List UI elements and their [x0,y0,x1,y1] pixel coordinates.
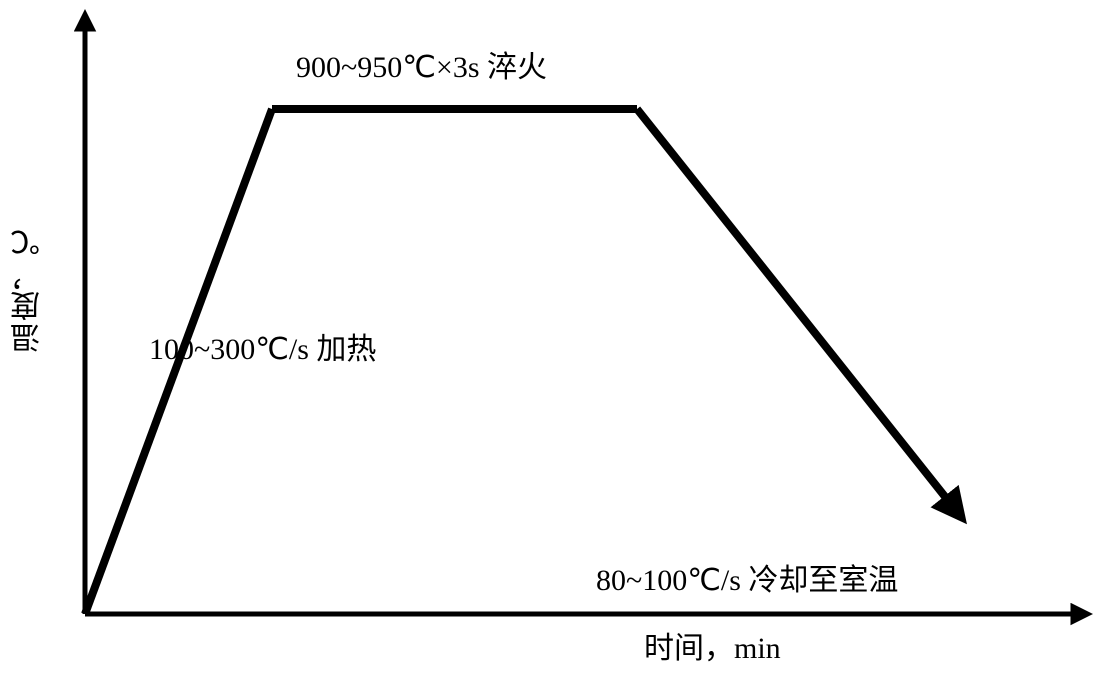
heating-annotation: 100~300℃/s 加热 [149,333,376,366]
y-axis-label: 温度，℃ [12,225,45,353]
x-axis-label: 时间，min [644,632,781,665]
hold-annotation: 900~950℃×3s 淬火 [296,51,547,84]
cooling-annotation: 80~100℃/s 冷却至室温 [596,564,898,597]
heat-treatment-chart: 温度，℃ 时间，min 100~300℃/s 加热 900~950℃×3s 淬火… [0,0,1096,685]
